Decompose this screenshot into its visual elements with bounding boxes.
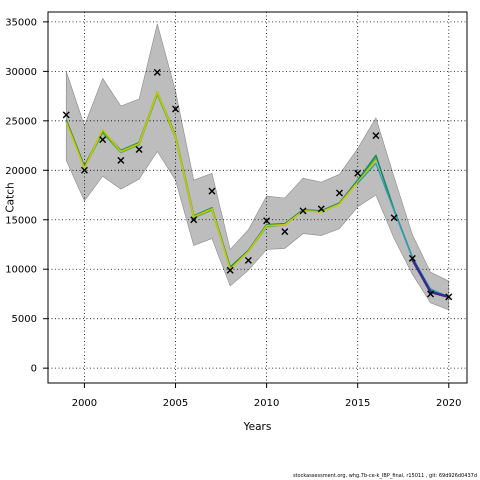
grid-layer	[48, 12, 467, 383]
y-tick-label: 20000	[5, 166, 37, 177]
x-tick-label: 2000	[72, 398, 97, 409]
y-tick-label: 5000	[12, 314, 37, 325]
x-tick-label: 2005	[163, 398, 188, 409]
y-tick-label: 15000	[5, 215, 37, 226]
y-axis-title: Catch	[5, 182, 17, 212]
y-tick-label: 10000	[5, 265, 37, 276]
y-tick-label: 25000	[5, 116, 37, 127]
footer-credit: stockassessment.org, whg.7b-ce-k_IBP_fin…	[293, 473, 477, 479]
confidence-band-layer	[66, 24, 449, 310]
x-tick-label: 2020	[436, 398, 461, 409]
y-tick-label: 30000	[5, 67, 37, 78]
x-axis-title: Years	[243, 421, 272, 433]
x-tick-label: 2015	[345, 398, 370, 409]
y-tick-label: 0	[31, 364, 37, 375]
x-axis: 2000 2005 2010 2015 2020	[72, 383, 462, 409]
y-tick-label: 35000	[5, 17, 37, 28]
x-tick-label: 2010	[254, 398, 279, 409]
confidence-band	[66, 24, 449, 310]
plot-frame	[48, 12, 467, 383]
